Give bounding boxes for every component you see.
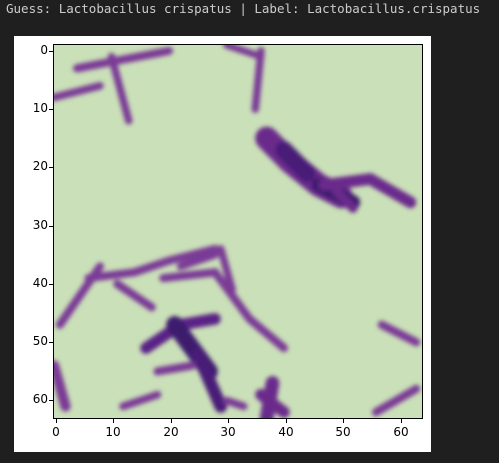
y-tick-label: 20 bbox=[32, 159, 48, 173]
y-tick-label: 50 bbox=[32, 334, 48, 348]
microscopy-image bbox=[53, 44, 423, 419]
label-value: Lactobacillus.crispatus bbox=[307, 1, 481, 16]
y-tick-label: 30 bbox=[32, 218, 48, 232]
x-tick-label: 40 bbox=[278, 425, 294, 439]
bacteria-image-svg bbox=[54, 45, 422, 418]
matplotlib-figure: 0 10 20 30 40 50 60 0 10 20 30 40 50 60 bbox=[14, 36, 431, 452]
x-tick-label: 20 bbox=[163, 425, 179, 439]
separator: | bbox=[239, 1, 247, 16]
guess-prefix: Guess: bbox=[6, 1, 52, 16]
y-tick-label: 0 bbox=[40, 43, 48, 57]
x-tick-label: 0 bbox=[52, 425, 60, 439]
x-tick-label: 50 bbox=[335, 425, 351, 439]
label-prefix: Label: bbox=[254, 1, 300, 16]
y-tick-label: 10 bbox=[32, 101, 48, 115]
x-tick-label: 60 bbox=[393, 425, 409, 439]
guess-value: Lactobacillus crispatus bbox=[58, 1, 232, 16]
y-tick-label: 40 bbox=[32, 276, 48, 290]
x-tick-label: 10 bbox=[105, 425, 121, 439]
cell-output-text: Guess: Lactobacillus crispatus | Label: … bbox=[6, 1, 480, 16]
y-tick-label: 60 bbox=[32, 392, 48, 406]
x-tick-label: 30 bbox=[220, 425, 236, 439]
